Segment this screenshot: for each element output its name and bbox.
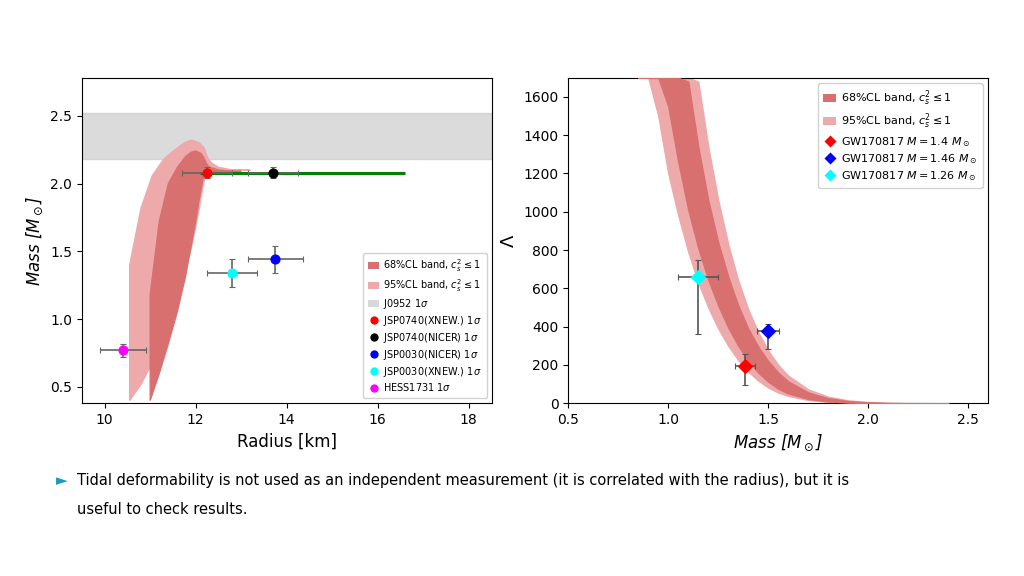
Polygon shape (151, 151, 242, 400)
Legend: 68%CL band, $c_s^2 \leq 1$, 95%CL band, $c_s^2 \leq 1$, GW170817 $M = 1.4\ M_\od: 68%CL band, $c_s^2 \leq 1$, 95%CL band, … (817, 84, 983, 188)
Bar (82, 113, 492, 159)
Text: ►: ► (56, 473, 68, 488)
Polygon shape (130, 140, 250, 400)
Text: useful to check results.: useful to check results. (77, 502, 248, 517)
Text: EoS  from  PNM band: with astrophysical constraints: EoS from PNM band: with astrophysical co… (114, 16, 910, 45)
X-axis label: Radius [km]: Radius [km] (237, 433, 337, 450)
Y-axis label: $\Lambda$: $\Lambda$ (500, 233, 518, 248)
Y-axis label: Mass [$M_\odot$]: Mass [$M_\odot$] (25, 195, 45, 286)
Text: Tidal deformability is not used as an independent measurement (it is correlated : Tidal deformability is not used as an in… (77, 473, 849, 488)
Legend: 68%CL band, $c_s^2 \leq 1$, 95%CL band, $c_s^2 \leq 1$, J0952 1$\sigma$, JSP0740: 68%CL band, $c_s^2 \leq 1$, 95%CL band, … (362, 253, 486, 399)
X-axis label: Mass [$M_\odot$]: Mass [$M_\odot$] (733, 433, 823, 453)
